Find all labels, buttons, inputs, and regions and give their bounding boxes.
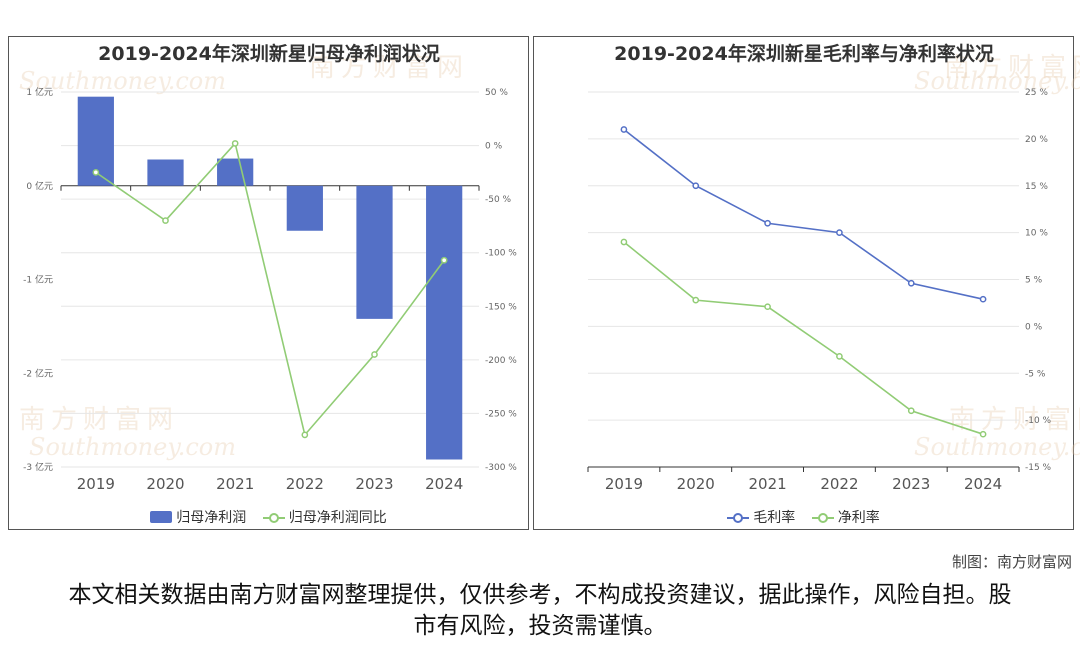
legend-label: 毛利率 [753,510,796,526]
y-right-tick-label: -250 % [485,409,517,419]
legend-item-line[interactable]: 归母净利润同比 [262,507,387,527]
y-right-tick-label: 0 % [1025,322,1043,332]
net-margin-line [623,241,984,435]
legend-item-bar[interactable]: 归母净利润 [150,507,246,527]
y-right-tick-label: 25 % [1025,88,1048,98]
left-chart: 2019-2024年深圳新星归母净利润状况 50 % 0 % -50 % -100 % -… [23,42,517,493]
left-legend: 归母净利润 归母净利润同比 [9,507,528,527]
gross-margin-line [623,128,984,300]
gross-margin-point [907,279,915,287]
yoy-point [92,169,100,176]
gross-margin-point [620,126,628,133]
y-right-tick-label: -150 % [485,302,517,312]
yoy-point [162,217,169,224]
net-margin-point [764,303,771,311]
legend-label: 归母净利润同比 [288,510,387,526]
x-tick-label: 2020 [146,475,184,493]
legend-label: 归母净利润 [176,510,247,526]
x-tick-label: 2021 [748,475,786,493]
yoy-point [371,351,378,358]
legend-bar-swatch [150,511,173,523]
legend-line-swatch [262,513,285,523]
net-margin-point [979,430,987,438]
x-tick-label: 2020 [677,475,715,493]
net-margin-point [620,238,628,246]
y-right-tick-label: 5 % [1025,276,1043,286]
x-tick-label: 2024 [425,475,463,493]
y-left-tick-label: 1 亿元 [26,86,53,98]
y-right-tick-label: -10 % [1025,416,1052,426]
right-chart: 2019-2024年深圳新星毛利率与净利率状况 25 % 20 % 15 % 10 % 5… [587,42,1052,493]
x-tick-label: 2023 [892,475,930,493]
y-left-tick-label: -3 亿元 [23,461,53,473]
y-right-tick-label: -5 % [1025,369,1046,379]
y-right-tick-label: -50 % [485,195,512,205]
legend-label: 净利率 [837,510,880,526]
chart-credit: 制图：南方财富网 [951,553,1072,571]
yoy-point [301,431,309,439]
y-right-tick-label: 10 % [1025,229,1048,239]
x-tick-label: 2022 [820,475,858,493]
y-left-tick-label: -1 亿元 [23,274,53,286]
bar [217,158,254,186]
x-tick-label: 2019 [77,475,115,493]
y-right-tick-label: 20 % [1025,135,1048,145]
chart-title: 2019-2024年深圳新星归母净利润状况 [98,42,440,65]
bar [147,159,184,186]
bar [426,185,463,460]
legend-line-swatch [727,513,750,523]
gross-margin-point [764,219,771,227]
x-tick-label: 2021 [216,475,254,493]
gross-margin-point [836,229,843,236]
x-tick-label: 2024 [964,475,1002,493]
net-margin-point [836,353,843,360]
right-chart-panel: 南方财富网 Southmoney.com 南方财富网 Southmoney.co… [533,36,1080,530]
disclaimer-text: 本文相关数据由南方财富网整理提供，仅供参考，不构成投资建议，据此操作，风险自担。… [68,582,1012,639]
bar [286,185,323,231]
left-chart-panel: 南方财富网 Southmoney.com 南方财富网 Southmoney.co… [8,36,529,530]
y-right-tick-label: -100 % [485,249,517,259]
gross-margin-point [979,295,987,303]
chart-title: 2019-2024年深圳新星毛利率与净利率状况 [614,42,994,65]
y-right-tick-label: 50 % [485,88,508,98]
x-tick-label: 2023 [355,475,393,493]
right-legend: 毛利率 净利率 [534,507,1073,527]
y-right-tick-label: -15 % [1025,463,1052,473]
gross-margin-point [692,182,700,190]
y-left-tick-label: 0 亿元 [26,180,53,192]
legend-line-swatch [811,513,834,523]
y-right-tick-label: -200 % [485,356,517,366]
y-right-tick-label: 15 % [1025,182,1048,192]
legend-item-gross[interactable]: 毛利率 [727,507,795,527]
x-tick-label: 2022 [286,475,324,493]
bar [356,185,393,319]
net-margin-point [907,407,915,415]
y-right-tick-label: -300 % [485,463,517,473]
yoy-point [231,140,239,147]
x-tick-label: 2019 [605,475,643,493]
net-margin-point [692,296,700,304]
y-right-tick-label: 0 % [485,142,503,152]
y-left-tick-label: -2 亿元 [23,367,53,379]
yoy-point [440,256,448,264]
legend-item-net[interactable]: 净利率 [811,507,880,527]
yoy-line [95,141,445,437]
